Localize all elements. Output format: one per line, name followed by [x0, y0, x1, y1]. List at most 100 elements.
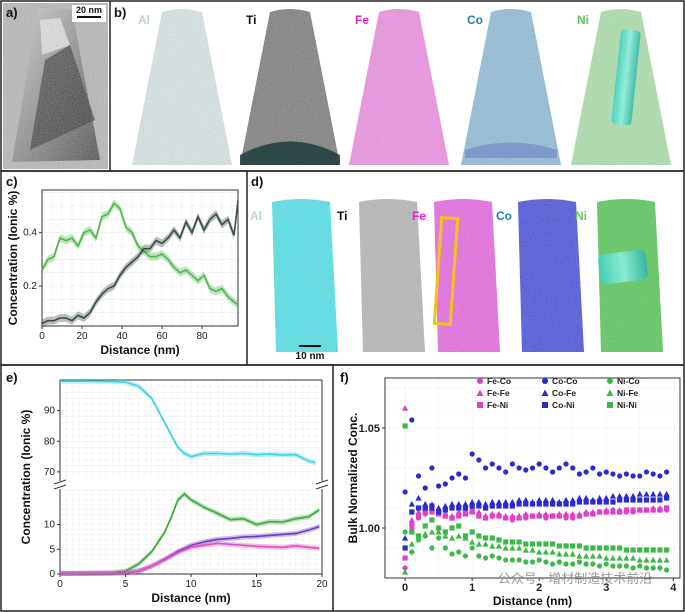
data-point: [617, 545, 623, 551]
x-tick-label: 1: [469, 582, 475, 594]
data-point: [623, 547, 629, 553]
data-point: [616, 554, 623, 561]
data-point: [456, 549, 462, 555]
data-point: [596, 471, 603, 477]
data-point: [603, 494, 610, 501]
legend-label: Ni-Co: [617, 376, 640, 386]
y-tick-label: 90: [44, 406, 56, 417]
data-point: [607, 378, 613, 384]
data-point: [448, 500, 456, 507]
data-point: [630, 507, 636, 513]
x-tick-label: 4: [670, 582, 677, 594]
data-point: [509, 539, 515, 545]
y-tick-label: 1.05: [359, 423, 380, 435]
data-point: [523, 501, 529, 507]
legend-label: Fe-Fe: [487, 388, 510, 398]
panel-d-element-label: Fe: [412, 209, 426, 223]
y-tick-label: 10: [44, 520, 56, 531]
data-point: [449, 551, 455, 557]
x-tick-label: 5: [123, 579, 129, 590]
data-point: [596, 545, 603, 551]
data-point: [542, 548, 550, 555]
data-point: [550, 541, 556, 547]
data-point: [576, 559, 583, 565]
chart-e-xlabel: Distance (nm): [151, 591, 230, 605]
data-point: [402, 555, 408, 561]
data-point: [610, 499, 616, 505]
data-point: [590, 511, 596, 517]
data-point: [522, 546, 529, 553]
data-point: [570, 543, 576, 549]
data-point: [617, 497, 623, 503]
data-point: [482, 500, 489, 507]
data-point: [657, 565, 663, 571]
data-point: [448, 534, 456, 541]
data-point: [643, 565, 650, 571]
data-point: [469, 451, 475, 457]
data-point: [610, 545, 616, 551]
data-point: [516, 557, 522, 563]
data-point: [536, 496, 543, 503]
data-point: [583, 494, 590, 501]
legend-label: Co-Co: [552, 376, 578, 386]
panel-d: d) Al Ti Fe Co Ni 10 nm: [250, 174, 663, 362]
data-point: [489, 542, 496, 549]
y-tick-label: 80: [44, 436, 56, 447]
ti-band: [240, 141, 340, 165]
data-point: [496, 503, 502, 509]
data-point: [529, 513, 536, 519]
data-point: [610, 509, 616, 515]
panel-b-element-label: Ti: [246, 13, 256, 27]
series-line-dark: [41, 200, 239, 325]
data-point: [436, 509, 442, 515]
data-point: [636, 556, 643, 563]
data-point: [623, 497, 629, 503]
data-point: [570, 513, 576, 519]
panel-b-element-label: Al: [138, 13, 150, 27]
data-point: [610, 563, 616, 569]
data-point: [590, 465, 596, 471]
data-point: [529, 501, 536, 507]
data-point: [536, 501, 542, 507]
legend-label: Fe-Ni: [487, 400, 508, 410]
ni-cylinder-d: [597, 249, 649, 285]
y-tick-label: 70: [44, 467, 56, 478]
data-point: [509, 498, 516, 505]
data-point: [503, 557, 509, 563]
data-point: [616, 492, 623, 499]
data-point: [462, 475, 469, 481]
y-tick-label: 0.2: [23, 281, 37, 292]
axis-break-mark: [315, 479, 329, 485]
data-point: [536, 541, 542, 547]
data-point: [563, 561, 569, 567]
data-point: [469, 538, 476, 545]
data-point: [422, 523, 428, 529]
data-point: [482, 555, 489, 561]
data-point: [409, 509, 415, 515]
data-point: [623, 563, 629, 569]
data-point: [408, 540, 415, 547]
data-point: [596, 552, 603, 559]
data-point: [415, 508, 422, 515]
y-tick-label: 0: [49, 569, 55, 580]
data-point: [475, 540, 482, 547]
data-point: [536, 513, 542, 519]
data-point: [550, 501, 556, 507]
data-point: [603, 545, 609, 551]
series-band-dark: [42, 196, 238, 328]
data-point: [576, 499, 583, 505]
data-point: [603, 509, 609, 515]
chart-f-xlabel: Distance (nm): [493, 594, 572, 608]
data-point: [529, 559, 536, 565]
data-point: [606, 389, 614, 396]
data-point: [429, 545, 435, 551]
data-point: [637, 563, 643, 569]
chart-f-axes: [384, 377, 681, 579]
data-point: [650, 471, 656, 477]
x-tick-label: 15: [251, 579, 263, 590]
data-point: [556, 559, 562, 565]
panel-c-label: c): [6, 174, 18, 189]
data-point: [509, 544, 516, 551]
data-point: [449, 505, 455, 511]
series-line-green: [41, 202, 239, 306]
